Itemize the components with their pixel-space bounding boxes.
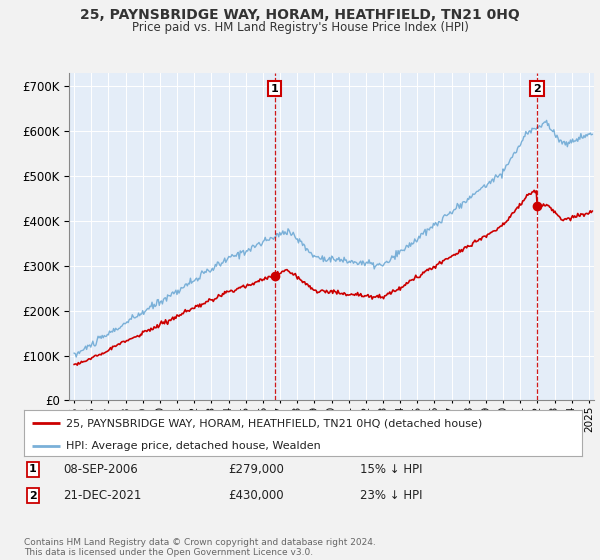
Text: 1: 1 (29, 464, 37, 474)
Text: 15% ↓ HPI: 15% ↓ HPI (360, 463, 422, 476)
Text: 23% ↓ HPI: 23% ↓ HPI (360, 489, 422, 502)
Text: Price paid vs. HM Land Registry's House Price Index (HPI): Price paid vs. HM Land Registry's House … (131, 21, 469, 34)
Text: HPI: Average price, detached house, Wealden: HPI: Average price, detached house, Weal… (66, 441, 320, 451)
Text: 2: 2 (533, 83, 541, 94)
Text: £279,000: £279,000 (228, 463, 284, 476)
Text: 2: 2 (29, 491, 37, 501)
Text: Contains HM Land Registry data © Crown copyright and database right 2024.
This d: Contains HM Land Registry data © Crown c… (24, 538, 376, 557)
Text: 08-SEP-2006: 08-SEP-2006 (63, 463, 138, 476)
Text: 21-DEC-2021: 21-DEC-2021 (63, 489, 142, 502)
Text: 25, PAYNSBRIDGE WAY, HORAM, HEATHFIELD, TN21 0HQ (detached house): 25, PAYNSBRIDGE WAY, HORAM, HEATHFIELD, … (66, 418, 482, 428)
Text: £430,000: £430,000 (228, 489, 284, 502)
Text: 25, PAYNSBRIDGE WAY, HORAM, HEATHFIELD, TN21 0HQ: 25, PAYNSBRIDGE WAY, HORAM, HEATHFIELD, … (80, 8, 520, 22)
Text: 1: 1 (271, 83, 278, 94)
